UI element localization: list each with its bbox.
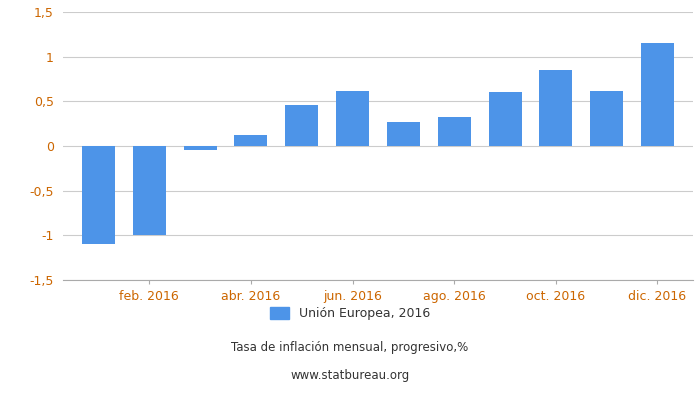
Bar [438,118,470,146]
Bar [183,146,217,150]
Bar [489,92,522,146]
Bar [82,146,115,244]
Text: Tasa de inflación mensual, progresivo,%: Tasa de inflación mensual, progresivo,% [232,342,468,354]
Bar [234,135,267,146]
Bar [539,70,573,146]
Bar [590,91,623,146]
Text: www.statbureau.org: www.statbureau.org [290,370,410,382]
Bar [133,146,166,235]
Bar [286,105,318,146]
Bar [336,91,369,146]
Bar [641,43,674,146]
Bar [387,122,420,146]
Legend: Unión Europea, 2016: Unión Europea, 2016 [265,302,435,325]
